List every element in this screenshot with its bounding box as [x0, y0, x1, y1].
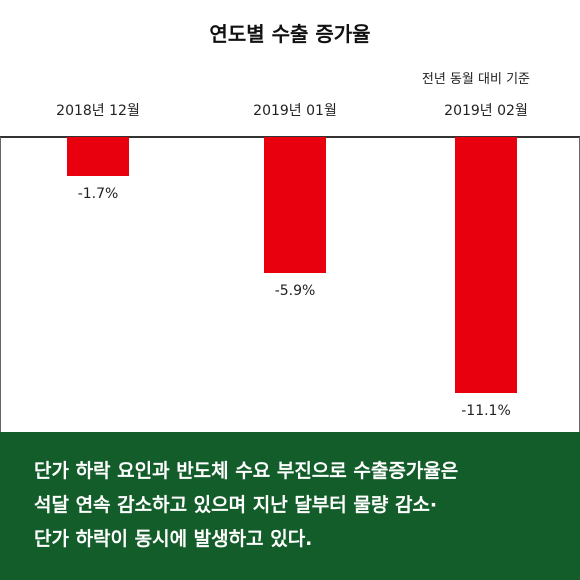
bar: [67, 137, 129, 177]
chart-title: 연도별 수출 증가율: [209, 22, 371, 46]
caption-line-1: 단가 하락 요인과 반도체 수요 부진으로 수출증가율은: [34, 460, 459, 482]
category-label: 2018년 12월: [56, 103, 140, 119]
data-label: -1.7%: [77, 186, 119, 203]
bar: [455, 137, 517, 394]
bar-chart: 연도별 수출 증가율 전년 동월 대비 기준 2018년 12월 2019년 01…: [0, 22, 580, 432]
chart-subtitle: 전년 동월 대비 기준: [421, 72, 530, 87]
caption-box: 단가 하락 요인과 반도체 수요 부진으로 수출증가율은 석달 연속 감소하고 …: [0, 432, 580, 580]
category-label: 2019년 01월: [253, 103, 337, 119]
frame-left-border: [0, 137, 1, 432]
data-label: -11.1%: [461, 403, 511, 420]
caption-line-3: 단가 하락이 동시에 발생하고 있다.: [34, 528, 313, 550]
caption-line-2: 석달 연속 감소하고 있으며 지난 달부터 물량 감소·: [34, 494, 438, 516]
data-label: -5.9%: [274, 283, 316, 300]
category-label: 2019년 02월: [444, 103, 528, 119]
bar: [264, 137, 326, 274]
